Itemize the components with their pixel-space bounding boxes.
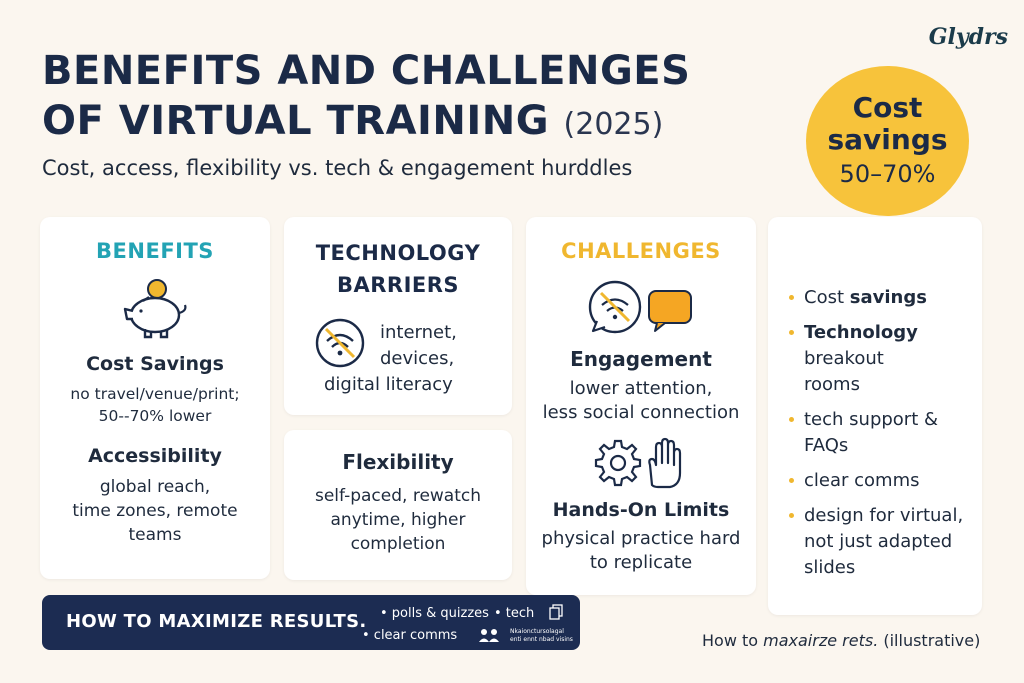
hands-on-line-2: to replicate	[589, 552, 693, 573]
hands-on-title: Hands-On Limits	[552, 499, 730, 521]
tip-line: not just adapted	[804, 531, 953, 552]
page-title: BENEFITS AND CHALLENGES OF VIRTUAL TRAIN…	[42, 46, 690, 150]
tip-item: Cost savings	[784, 285, 980, 311]
flexibility-line-3: completion	[350, 534, 446, 554]
cost-savings-badge: Cost savings 50–70%	[806, 66, 969, 216]
accessibility-line-1: global reach,	[99, 477, 211, 497]
cost-savings-title: Cost Savings	[86, 353, 224, 375]
benefits-heading: BENEFITS	[96, 239, 214, 263]
banner-tiny-line-2: enti ennt nbad visins	[510, 636, 573, 643]
challenges-card: CHALLENGES Engagement lower attention, l…	[526, 217, 756, 595]
gear-hand-icon	[586, 435, 696, 491]
banner-item-tech: • tech	[494, 606, 535, 621]
piggy-bank-icon	[115, 277, 195, 341]
footnote-italic: maxairze rets.	[763, 631, 879, 650]
brand-logo: Glydrs	[928, 24, 1008, 50]
tip-item: tech support & FAQs	[784, 407, 980, 459]
tip-text: Cost	[804, 287, 850, 308]
tips-card: Cost savings Technology breakout rooms t…	[768, 217, 982, 615]
accessibility-line-2: time zones, remote	[72, 501, 238, 521]
challenges-heading: CHALLENGES	[561, 239, 721, 263]
technology-barriers-card: TECHNOLOGY BARRIERS internet, devices, d…	[284, 217, 512, 415]
benefits-card: BENEFITS Cost Savings no travel/venue/pr…	[40, 217, 270, 579]
title-line-2: OF VIRTUAL TRAINING (2025)	[42, 96, 690, 150]
tip-strong: savings	[849, 287, 927, 308]
engagement-title: Engagement	[570, 347, 712, 371]
tech-line-3: digital literacy	[324, 374, 453, 395]
tip-line: rooms	[804, 374, 860, 395]
copy-icon	[548, 604, 564, 620]
banner-item-comms: • clear comms	[362, 628, 458, 643]
flexibility-title: Flexibility	[342, 450, 454, 474]
tech-line-1: internet,	[380, 322, 457, 343]
tip-item: clear comms	[784, 468, 980, 494]
tip-strong: Technology	[804, 322, 918, 343]
banner-tiny-line-1: Nkaionctursolagal	[510, 628, 564, 635]
flexibility-line-1: self-paced, rewatch	[314, 486, 482, 506]
tip-text: clear comms	[804, 470, 920, 491]
hands-on-line-1: physical practice hard	[541, 528, 741, 549]
tip-item: design for virtual, not just adapted sli…	[784, 503, 980, 581]
accessibility-title: Accessibility	[88, 445, 222, 467]
tip-text: design for virtual,	[804, 505, 964, 526]
flexibility-card: Flexibility self-paced, rewatch anytime,…	[284, 430, 512, 580]
tip-line: FAQs	[804, 435, 849, 456]
engagement-line-2: less social connection	[542, 402, 740, 423]
cost-savings-line-1: no travel/venue/print;	[70, 385, 240, 403]
footnote: How to maxairze rets. (illustrative)	[702, 631, 980, 650]
badge-line-3: 50–70%	[839, 160, 936, 188]
accessibility-line-3: teams	[128, 525, 182, 545]
banner-title: HOW TO MAXIMIZE RESULTS.	[66, 611, 367, 632]
title-line-1: BENEFITS AND CHALLENGES	[42, 48, 691, 94]
tech-line-2: devices,	[380, 348, 455, 369]
tip-line: breakout	[804, 348, 884, 369]
badge-line-2: savings	[827, 123, 948, 156]
title-year: (2025)	[563, 107, 664, 142]
no-wifi-chat-icon	[585, 279, 697, 337]
flexibility-line-2: anytime, higher	[330, 510, 466, 530]
page-subtitle: Cost, access, flexibility vs. tech & eng…	[42, 156, 633, 180]
footnote-main: How to	[702, 631, 764, 650]
banner-item-polls: • polls & quizzes	[380, 606, 489, 621]
engagement-line-1: lower attention,	[569, 378, 713, 399]
tech-heading-line-1: TECHNOLOGY	[315, 241, 481, 265]
title-line-2-text: OF VIRTUAL TRAINING	[42, 98, 550, 144]
tip-line: slides	[804, 557, 856, 578]
footnote-tail: (illustrative)	[878, 631, 981, 650]
badge-line-1: Cost	[852, 91, 923, 124]
tip-text: tech support &	[804, 409, 939, 430]
people-icon	[478, 627, 500, 643]
maximize-results-banner: HOW TO MAXIMIZE RESULTS. • polls & quizz…	[42, 595, 580, 650]
tips-list: Cost savings Technology breakout rooms t…	[784, 285, 980, 590]
cost-savings-line-2: 50--70% lower	[98, 407, 212, 425]
no-wifi-icon	[314, 317, 366, 369]
tech-heading-line-2: BARRIERS	[336, 273, 460, 297]
tip-item: Technology breakout rooms	[784, 320, 980, 398]
